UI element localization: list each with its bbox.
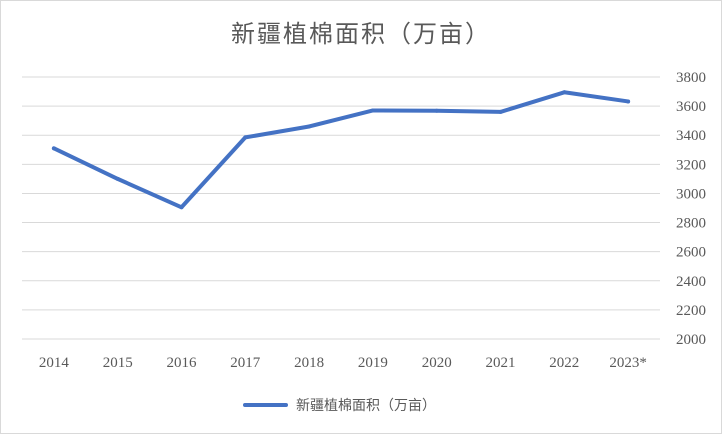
x-tick-label: 2017 (230, 355, 261, 371)
legend: 新疆植棉面积（万亩） (243, 397, 436, 414)
data-point (179, 205, 184, 210)
y-tick-label: 2600 (676, 245, 706, 261)
y-tick-label: 2000 (676, 332, 706, 348)
y-tick-label: 3800 (676, 70, 706, 86)
x-tick-label: 2022 (549, 355, 579, 371)
y-tick-label: 2400 (676, 274, 706, 290)
data-point (115, 176, 120, 181)
x-tick-label: 2023* (609, 355, 647, 371)
x-tick-label: 2015 (103, 355, 133, 371)
data-point (498, 109, 503, 114)
data-point (562, 90, 567, 95)
y-axis-ticks: 2000 2200 2400 2600 2800 3000 3200 3400 3600 3800 (676, 70, 706, 348)
data-point (243, 135, 248, 140)
x-tick-label: 2020 (422, 355, 452, 371)
x-tick-label: 2019 (358, 355, 388, 371)
chart-title: 新疆植棉面积（万亩） (231, 20, 491, 48)
x-tick-label: 2018 (294, 355, 324, 371)
data-point (370, 108, 375, 113)
data-point (307, 124, 312, 129)
series-line (51, 90, 631, 210)
y-tick-label: 2200 (676, 303, 706, 319)
x-axis-ticks: 2014 2015 2016 2017 2018 2019 2020 2021 2022 2023… (39, 355, 647, 371)
y-tick-label: 3600 (676, 99, 706, 115)
legend-label: 新疆植棉面积（万亩） (296, 397, 436, 414)
y-tick-label: 3400 (676, 128, 706, 144)
data-point (626, 99, 631, 104)
series-layer (51, 90, 631, 210)
data-point (51, 146, 56, 151)
y-tick-label: 2800 (676, 216, 706, 232)
gridlines (22, 76, 660, 340)
y-tick-label: 3200 (676, 157, 706, 173)
x-tick-label: 2014 (39, 355, 70, 371)
data-point (434, 108, 439, 113)
x-tick-label: 2016 (167, 355, 198, 371)
y-tick-label: 3000 (676, 186, 706, 202)
x-tick-label: 2021 (486, 355, 516, 371)
